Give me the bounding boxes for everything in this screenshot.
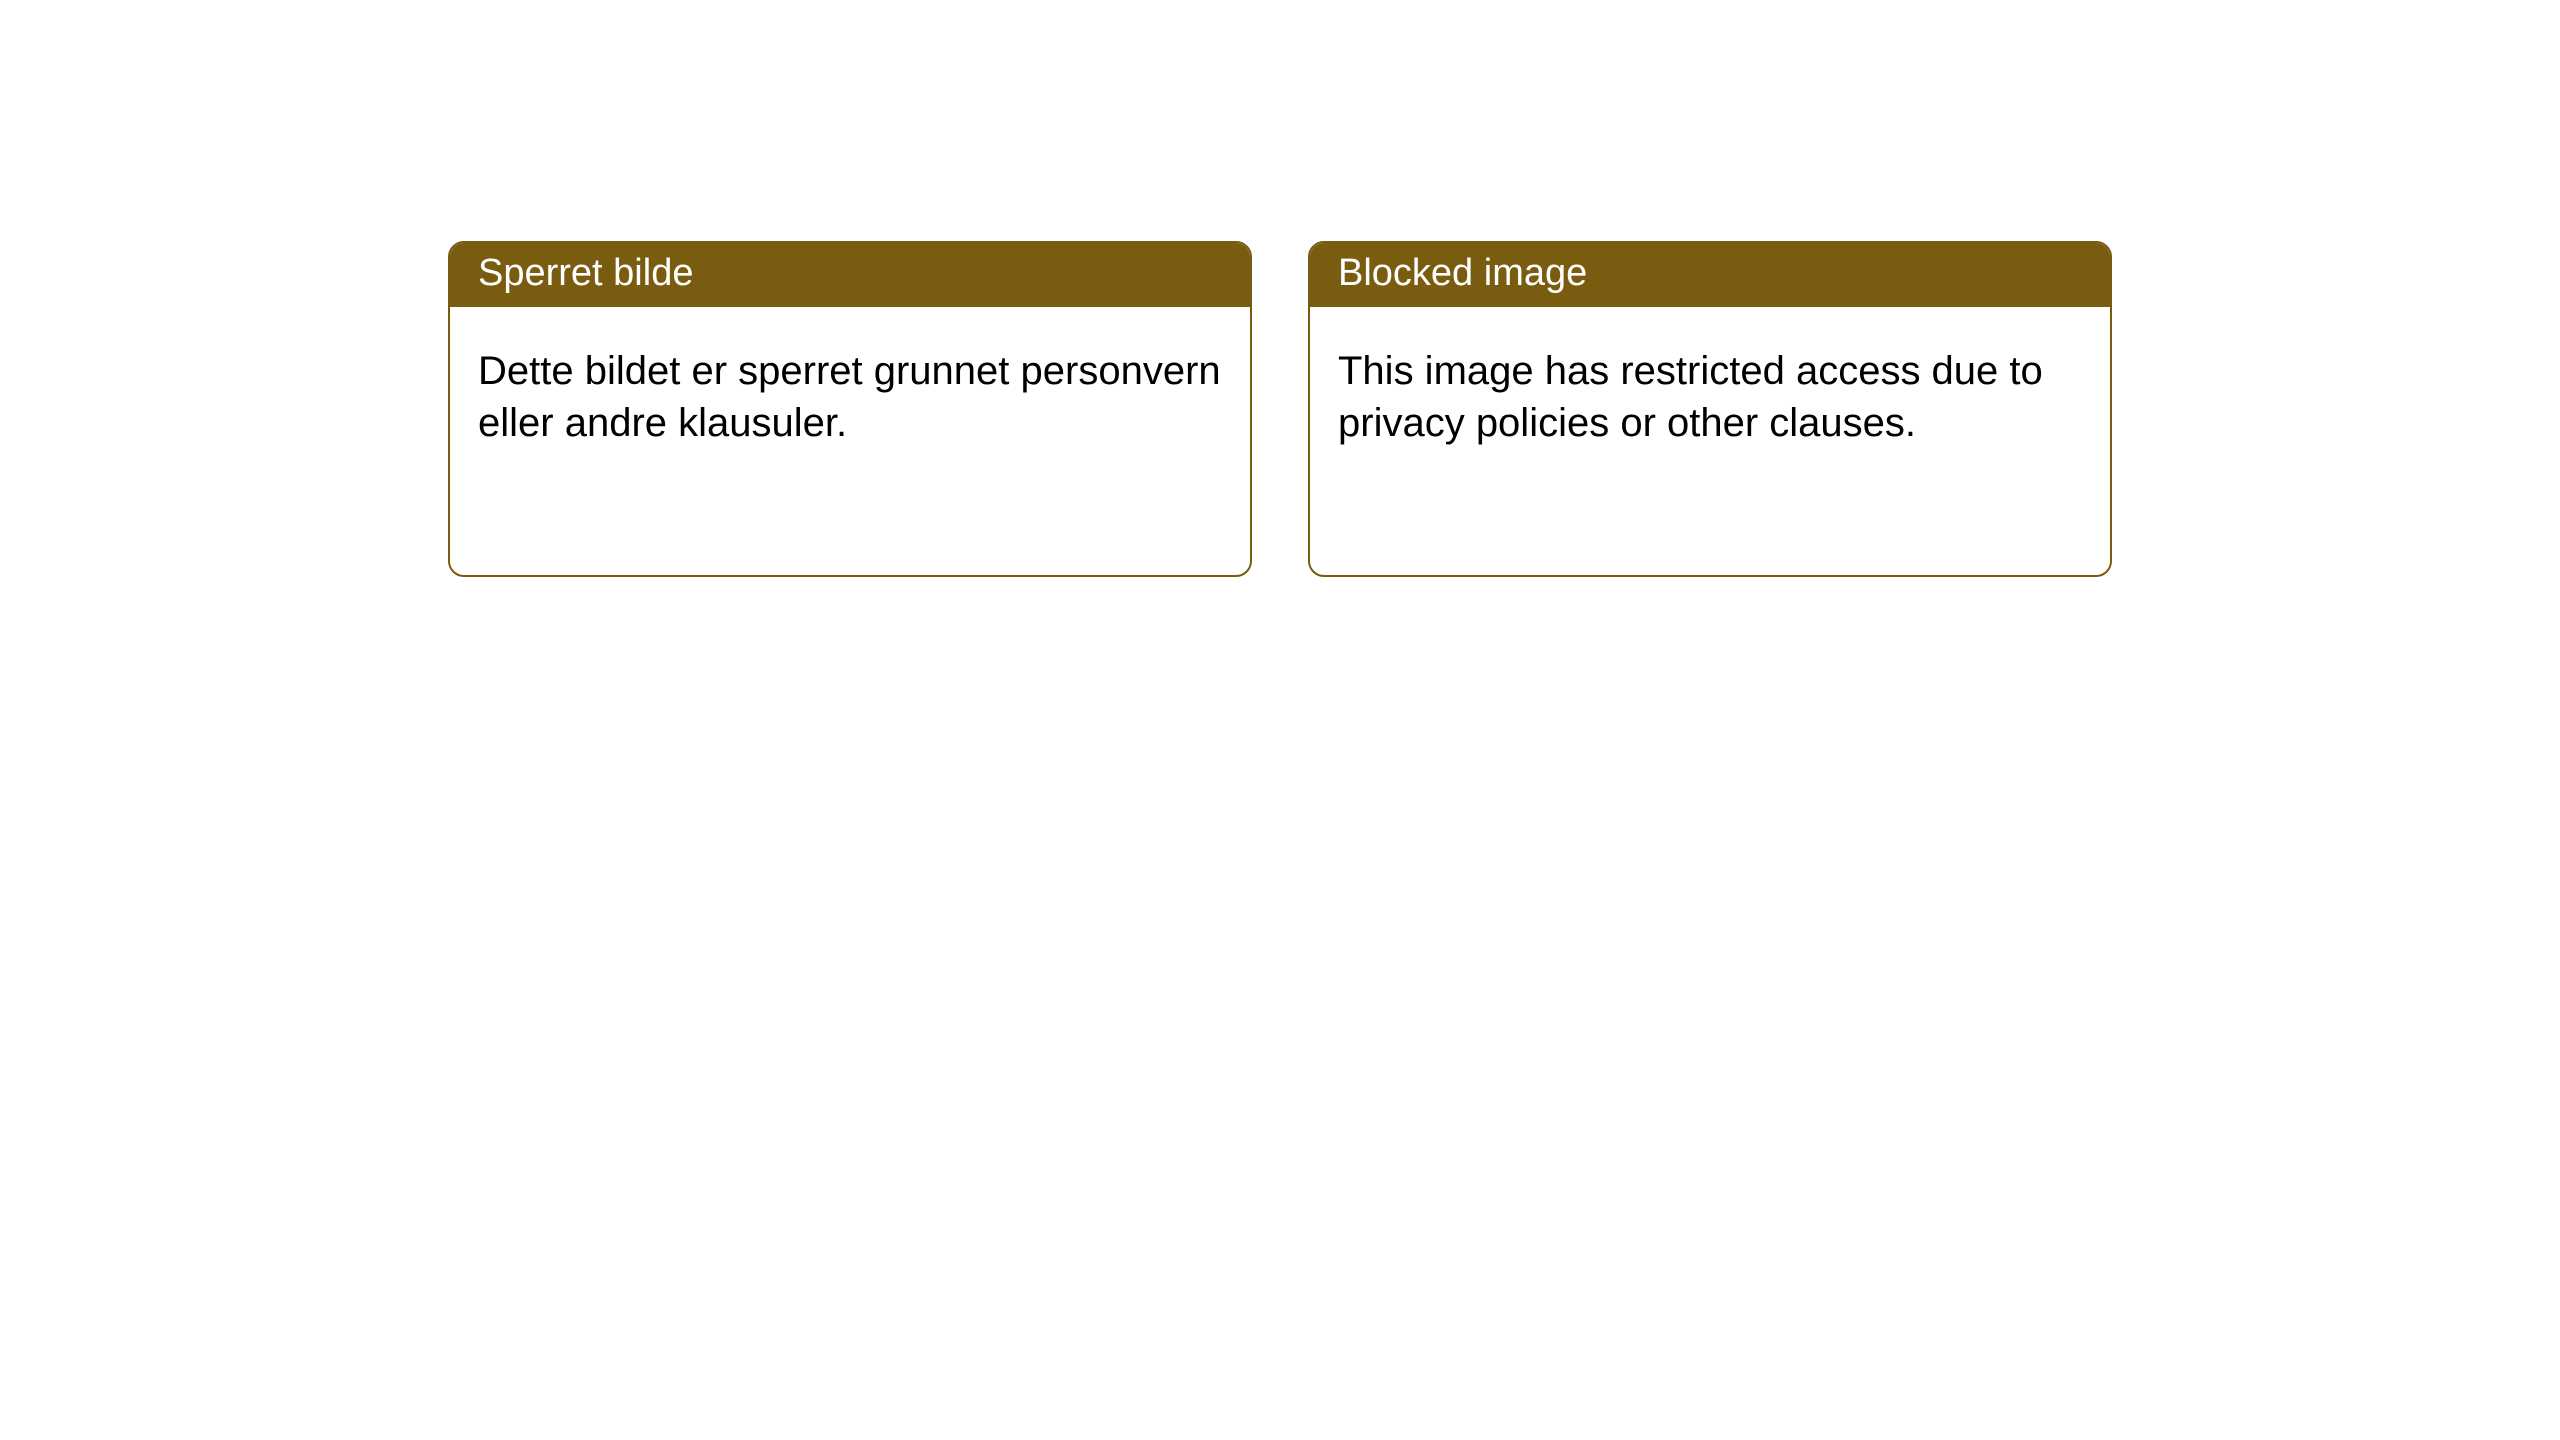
notice-card-norwegian: Sperret bilde Dette bildet er sperret gr… bbox=[448, 241, 1252, 577]
notice-container: Sperret bilde Dette bildet er sperret gr… bbox=[0, 0, 2560, 577]
notice-card-english: Blocked image This image has restricted … bbox=[1308, 241, 2112, 577]
notice-title: Sperret bilde bbox=[450, 243, 1250, 307]
notice-title: Blocked image bbox=[1310, 243, 2110, 307]
notice-body: Dette bildet er sperret grunnet personve… bbox=[450, 307, 1250, 477]
notice-body: This image has restricted access due to … bbox=[1310, 307, 2110, 477]
